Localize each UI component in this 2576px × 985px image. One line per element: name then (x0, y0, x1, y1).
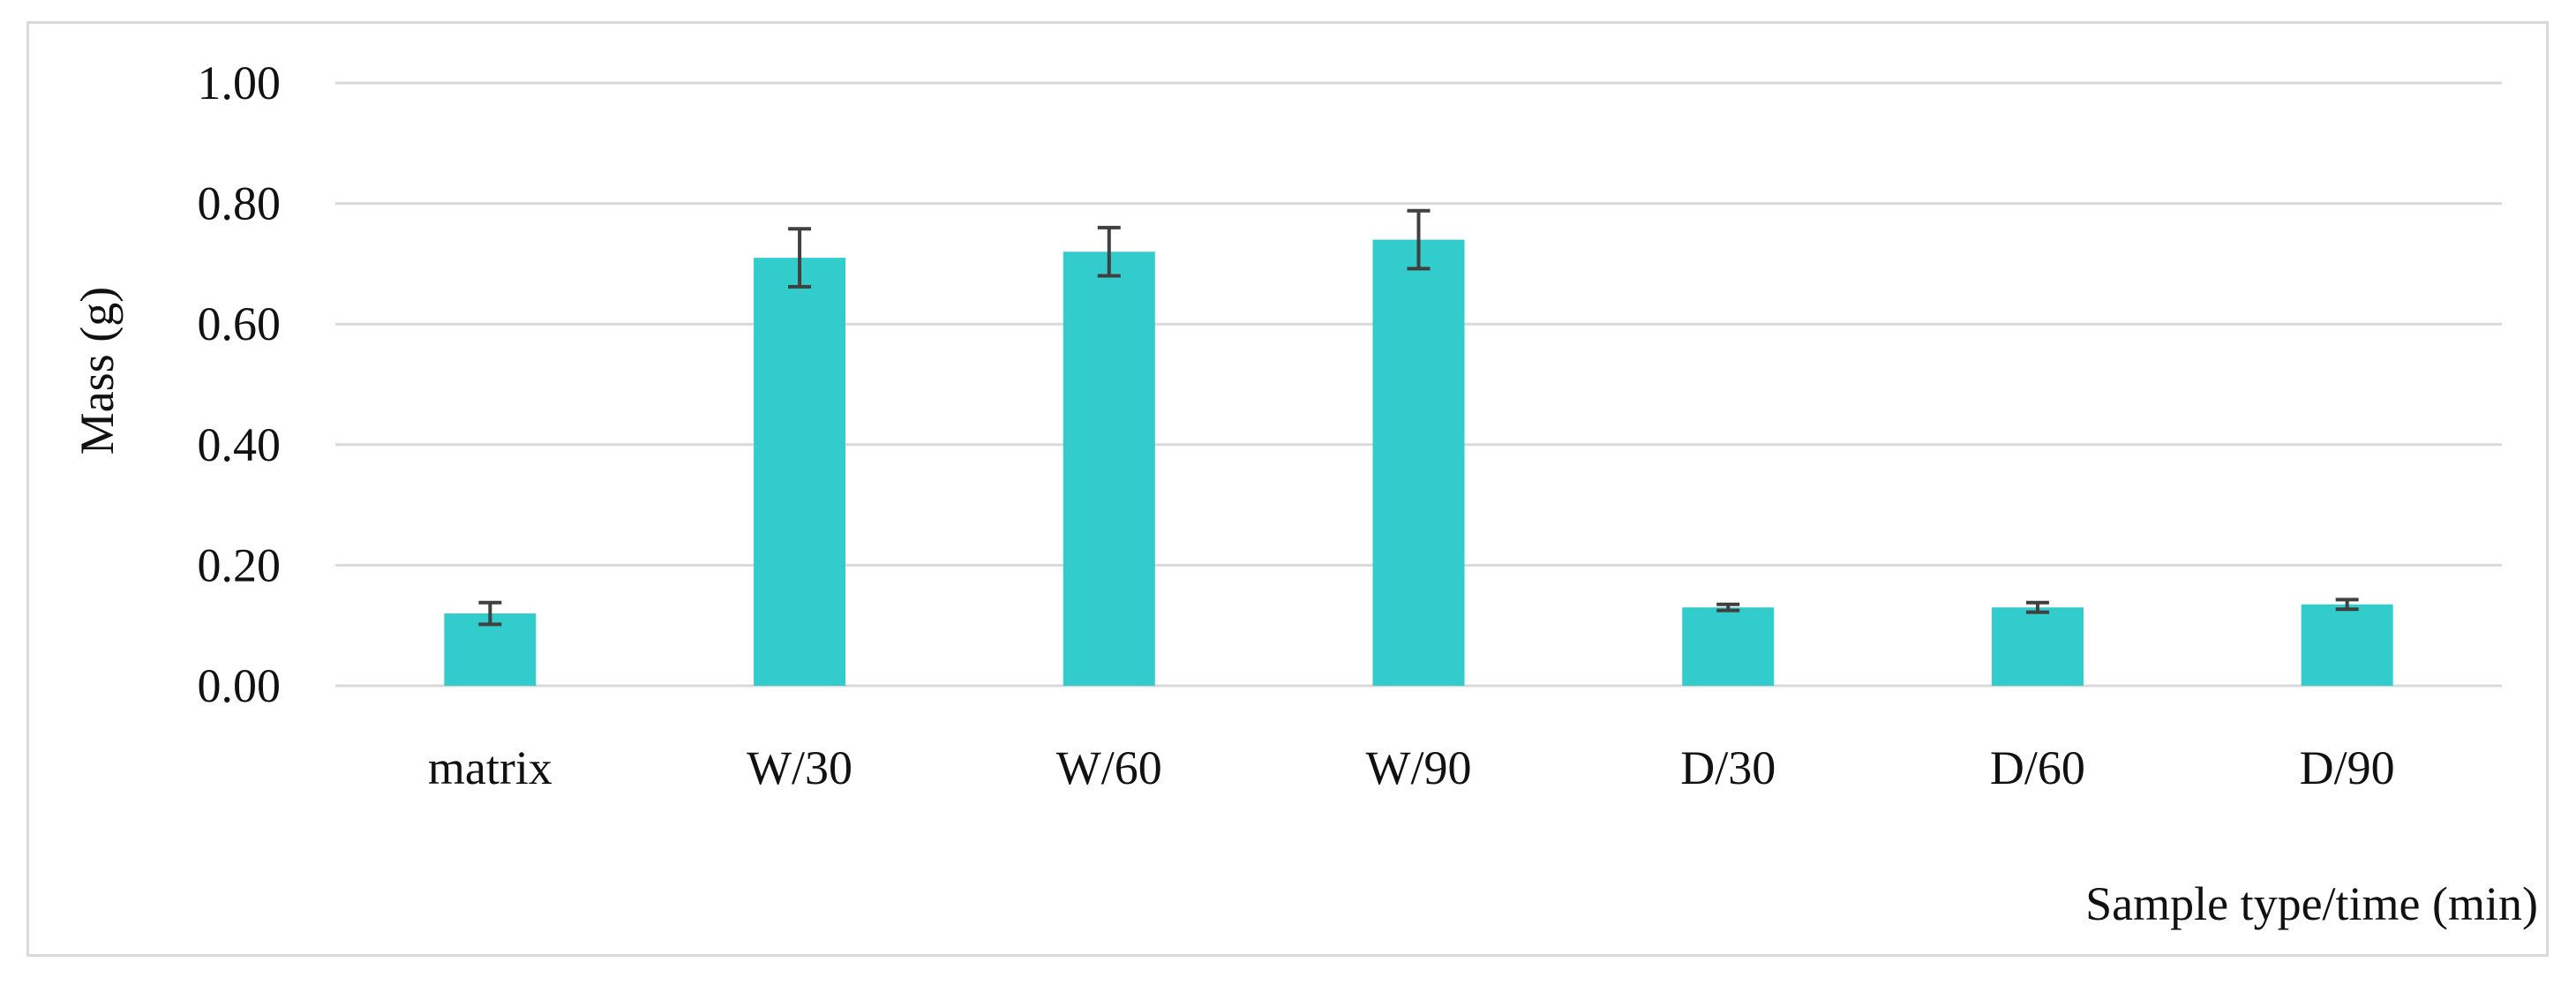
bar (1682, 607, 1775, 686)
bar (1372, 239, 1465, 686)
x-tick-label: D/30 (1680, 741, 1776, 794)
error-bar (2025, 600, 2049, 614)
y-axis-ticks: 0.00 0.20 0.40 0.60 0.80 1.00 (198, 56, 282, 712)
x-tick-label: D/60 (1990, 741, 2085, 794)
bars (444, 239, 2393, 686)
y-tick-label: 0.00 (198, 659, 282, 712)
x-tick-label: D/90 (2300, 741, 2395, 794)
error-bar (1407, 208, 1431, 271)
bar (2301, 604, 2393, 686)
x-axis-ticks: matrix W/30 W/60 W/90 D/30 D/60 D/90 (428, 741, 2395, 794)
error-bars (478, 208, 2359, 627)
y-tick-label: 0.40 (198, 418, 282, 471)
bar (754, 258, 846, 686)
x-tick-label: W/30 (747, 741, 852, 794)
x-tick-label: W/60 (1056, 741, 1162, 794)
error-bar (1716, 602, 1740, 613)
error-bar (1097, 225, 1121, 278)
y-tick-label: 1.00 (198, 56, 282, 109)
y-tick-label: 0.60 (198, 297, 282, 350)
y-axis-title: Mass (g) (71, 287, 124, 455)
error-bar (2335, 598, 2359, 612)
error-bar (788, 227, 812, 289)
x-tick-label: matrix (428, 741, 552, 794)
error-bar (478, 600, 502, 627)
x-tick-label: W/90 (1366, 741, 1472, 794)
x-axis-title: Sample type/time (min) (2085, 877, 2538, 930)
bar (1063, 252, 1155, 686)
y-tick-label: 0.20 (198, 538, 282, 591)
chart-frame (26, 21, 2549, 957)
bar (1991, 607, 2084, 686)
y-tick-label: 0.80 (198, 177, 282, 230)
gridlines (335, 81, 2502, 688)
